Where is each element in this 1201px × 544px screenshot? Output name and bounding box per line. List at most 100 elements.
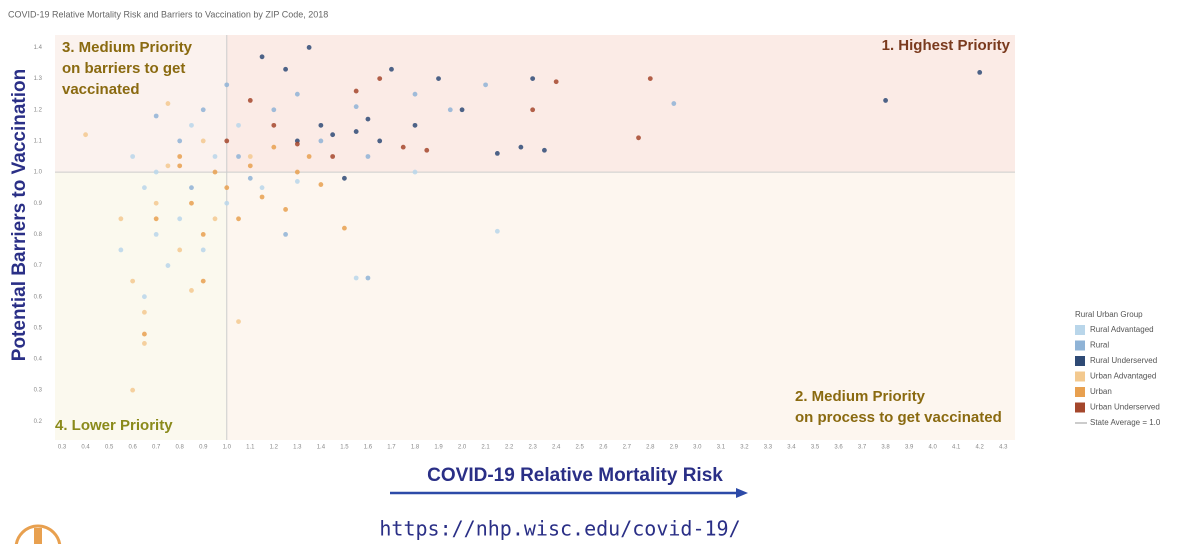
point — [647, 76, 653, 82]
x-tick-label: 3.8 — [881, 445, 890, 451]
x-tick-label: 0.5 — [105, 445, 114, 451]
x-tick-label: 3.3 — [764, 445, 773, 451]
point — [165, 263, 171, 268]
annotation: vaccinated — [62, 81, 140, 98]
point — [212, 169, 218, 175]
y-tick-label: 0.9 — [34, 201, 43, 207]
point — [530, 76, 536, 82]
chart-title: COVID-19 Relative Mortality Risk and Bar… — [8, 9, 328, 19]
point — [259, 54, 265, 60]
point — [318, 122, 324, 128]
point — [118, 247, 124, 253]
x-tick-label: 3.6 — [834, 445, 843, 451]
x-tick-label: 1.6 — [364, 445, 373, 451]
point — [518, 144, 524, 150]
legend-swatch — [1075, 325, 1085, 335]
point — [224, 138, 230, 144]
point — [236, 216, 241, 222]
x-tick-label: 2.4 — [552, 445, 561, 451]
point — [224, 82, 230, 88]
x-tick-label: 3.4 — [787, 445, 796, 451]
point — [200, 278, 206, 284]
point — [294, 91, 300, 97]
point — [212, 154, 218, 159]
point — [236, 154, 241, 159]
x-tick-label: 3.9 — [905, 445, 914, 451]
logo — [14, 524, 62, 544]
x-tick-label: 4.3 — [999, 445, 1008, 451]
legend-swatch — [1075, 356, 1085, 366]
point — [377, 138, 383, 144]
x-tick-label: 4.2 — [976, 445, 985, 451]
legend-swatch — [1075, 387, 1085, 397]
x-tick-label: 3.5 — [811, 445, 820, 451]
legend-swatch — [1075, 371, 1085, 382]
legend-label: Urban Underserved — [1090, 403, 1160, 412]
x-tick-label: 2.2 — [505, 445, 514, 451]
legend-label: Rural Advantaged — [1090, 325, 1154, 334]
x-tick-label: 1.9 — [434, 445, 443, 451]
point — [342, 175, 347, 181]
point — [977, 69, 983, 75]
y-tick-label: 0.2 — [34, 419, 43, 425]
x-tick-label: 2.7 — [623, 445, 632, 451]
point — [177, 247, 183, 253]
y-tick-label: 1.2 — [34, 107, 43, 113]
point — [236, 319, 241, 325]
point — [353, 275, 359, 281]
point — [130, 387, 136, 393]
point — [318, 182, 324, 187]
point — [259, 194, 265, 200]
point — [365, 116, 371, 122]
x-tick-label: 0.6 — [128, 445, 137, 451]
x-tick-label: 3.7 — [858, 445, 867, 451]
y-tick-label: 0.4 — [34, 357, 43, 363]
point — [142, 294, 147, 300]
point — [189, 200, 194, 206]
legend-title: Rural Urban Group — [1075, 310, 1143, 319]
point — [459, 107, 465, 113]
point — [177, 216, 183, 222]
point — [365, 275, 371, 281]
point — [671, 101, 677, 106]
y-axis-label: Potential Barriers to Vaccination — [9, 69, 30, 361]
y-tick-label: 0.6 — [34, 294, 43, 300]
point — [494, 228, 500, 234]
point — [412, 169, 418, 175]
point — [365, 154, 371, 159]
x-tick-label: 4.1 — [952, 445, 961, 451]
legend-label: Urban — [1090, 387, 1112, 396]
x-tick-label: 2.3 — [528, 445, 537, 451]
point — [294, 169, 300, 175]
point — [483, 82, 488, 88]
point — [142, 185, 147, 191]
point — [424, 147, 430, 153]
point — [189, 122, 194, 128]
x-tick-label: 1.2 — [270, 445, 279, 451]
point — [189, 185, 194, 191]
point — [236, 122, 241, 128]
x-tick-label: 1.4 — [317, 445, 326, 451]
x-tick-label: 1.5 — [340, 445, 349, 451]
quadrants — [55, 35, 1015, 441]
point — [200, 231, 206, 237]
annotation: 4. Lower Priority — [55, 417, 173, 434]
point — [436, 76, 441, 82]
point — [271, 122, 277, 128]
point — [412, 91, 418, 97]
point — [130, 278, 136, 284]
annotation: on barriers to get — [62, 60, 185, 77]
point — [177, 138, 183, 144]
point — [118, 216, 124, 222]
point — [259, 185, 265, 191]
point — [200, 138, 206, 144]
point — [83, 132, 88, 138]
legend-swatch — [1075, 340, 1085, 351]
point — [400, 144, 406, 150]
x-tick-label: 0.3 — [58, 445, 67, 451]
point — [177, 154, 183, 159]
x-tick-label: 2.1 — [481, 445, 490, 451]
legend-label: State Average = 1.0 — [1090, 418, 1161, 427]
point — [447, 107, 453, 113]
point — [247, 98, 253, 103]
